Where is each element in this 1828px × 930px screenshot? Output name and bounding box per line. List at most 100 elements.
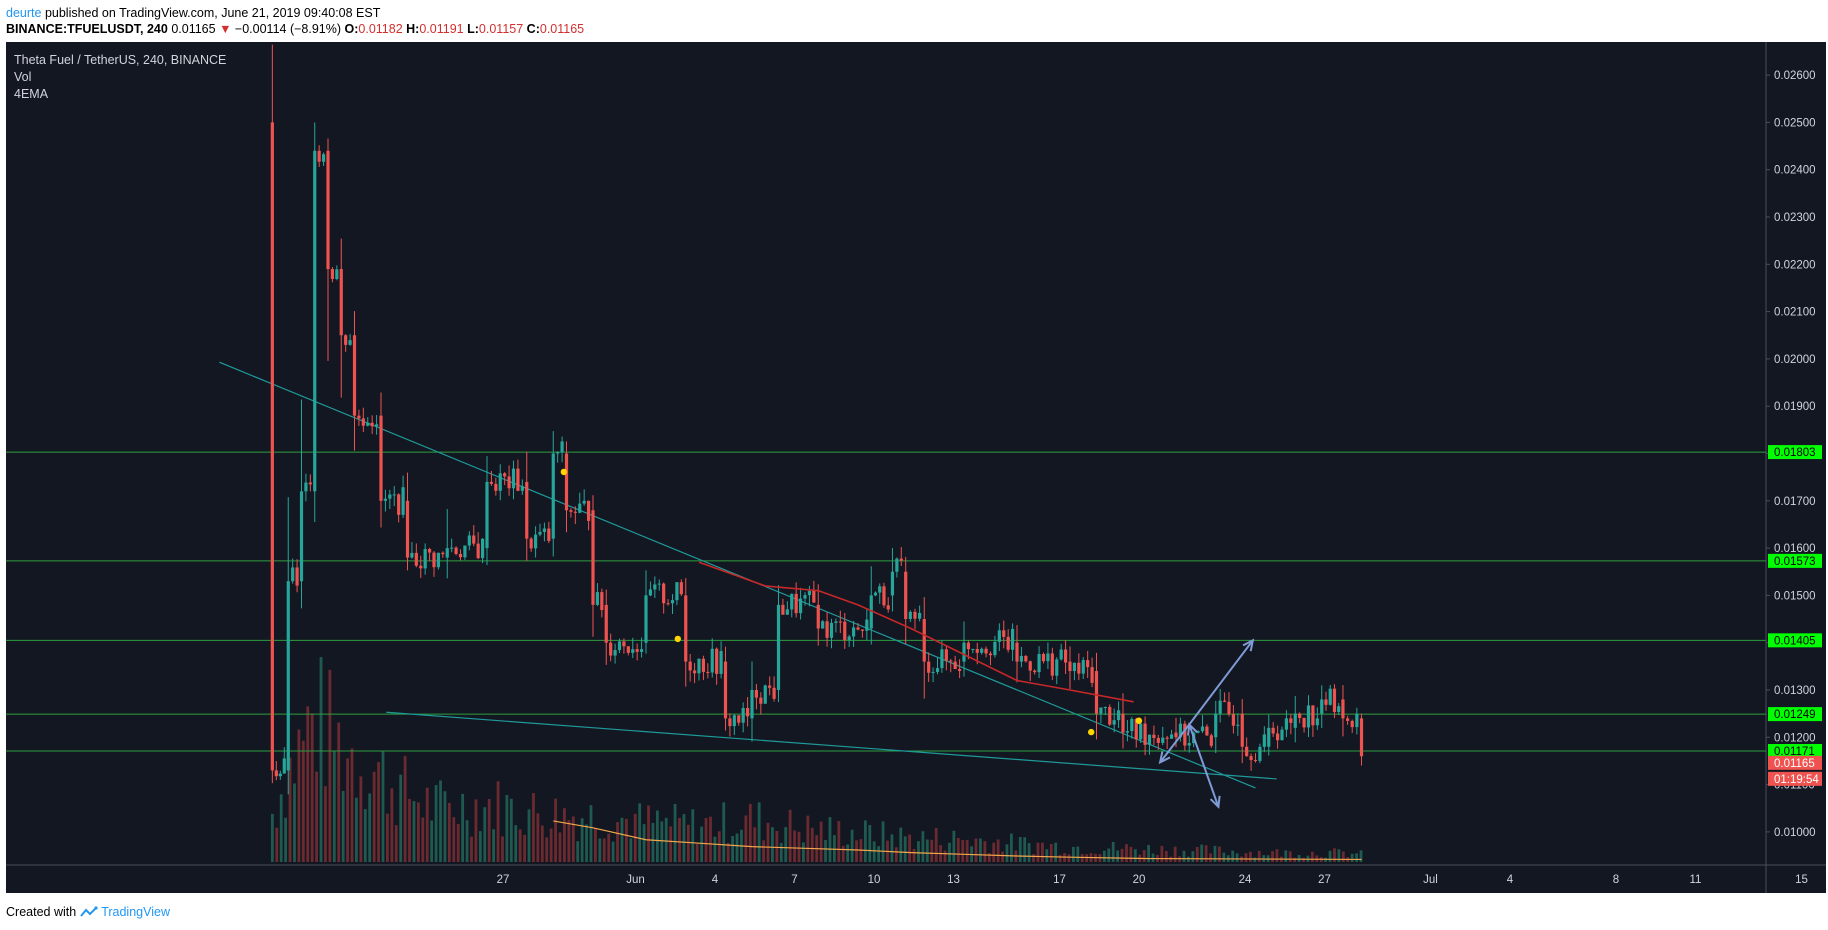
volume-bar (775, 831, 779, 862)
volume-bar (1023, 837, 1027, 862)
trendline (219, 361, 1256, 789)
volume-bar (620, 817, 624, 862)
volume-bar (1191, 851, 1195, 862)
candle-body (1063, 649, 1068, 663)
volume-bar (894, 847, 898, 862)
candle-body (1174, 732, 1178, 738)
candle-body (1112, 720, 1116, 725)
candle-body (1028, 661, 1032, 671)
volume-bar (1151, 853, 1155, 862)
candle-body (1337, 706, 1341, 712)
candle-body (635, 649, 639, 652)
candle-body (1046, 653, 1050, 662)
volume-bar (744, 815, 748, 862)
candle-body (529, 538, 533, 549)
candle-body (542, 528, 547, 532)
volume-bar (377, 762, 380, 862)
volume-bar (686, 824, 690, 862)
candle-body (962, 642, 966, 662)
volume-bar (337, 722, 341, 862)
volume-bar (505, 795, 509, 862)
candle-body (895, 558, 899, 572)
candle-body (754, 689, 759, 698)
volume-bar (974, 838, 978, 862)
y-tick-label: 0.01600 (1774, 543, 1816, 555)
volume-bar (430, 820, 434, 862)
volume-bar (695, 843, 699, 862)
candle-body (957, 669, 962, 672)
volume-bar (355, 797, 358, 862)
volume-bar (1248, 851, 1252, 862)
volume-bar (881, 821, 885, 862)
candle-body (1359, 718, 1364, 757)
volume-bar (452, 817, 456, 862)
candle-body (1284, 718, 1289, 730)
candle-body (1116, 710, 1121, 721)
candle-body (308, 482, 312, 485)
down-arrow-icon: ▼ (219, 22, 232, 36)
volume-bar (1133, 849, 1137, 862)
volume-bar (846, 844, 850, 862)
publish-text: published on TradingView.com, June 21, 2… (44, 6, 381, 20)
candle-body (737, 715, 741, 723)
volume-bar (660, 821, 664, 862)
candle-body (812, 590, 816, 603)
candle-body (1200, 726, 1205, 732)
volume-bar (394, 825, 398, 862)
volume-bar (1359, 850, 1363, 862)
volume-bar (925, 839, 929, 862)
author-link[interactable]: deurte (6, 6, 42, 20)
tradingview-link[interactable]: TradingView (80, 905, 170, 919)
level-price-tag (1768, 707, 1822, 722)
price-chart[interactable]: Theta Fuel / TetherUS, 240, BINANCE Vol 4E… (0, 42, 1828, 896)
candle-body (626, 646, 630, 653)
candle-body (1183, 723, 1187, 746)
candle-body (1222, 700, 1227, 702)
candle-body (326, 150, 330, 270)
candle-body (1187, 743, 1191, 746)
candle-body (1103, 706, 1107, 708)
volume-bar (293, 783, 296, 862)
volume-bar (1355, 853, 1358, 862)
volume-bar (416, 802, 420, 862)
candle-body (851, 627, 856, 637)
candle-body (291, 567, 295, 582)
candle-body (1139, 723, 1143, 740)
candle-body (507, 476, 511, 489)
x-tick-label: 15 (1795, 874, 1808, 886)
candle-body (1130, 719, 1134, 732)
candle-body (675, 582, 679, 601)
forecast-arrow-head (1187, 722, 1198, 736)
candle-body (993, 641, 997, 656)
volume-bar (952, 830, 956, 862)
volume-bar (288, 757, 292, 862)
candle-body (609, 642, 613, 656)
volume-bar (704, 818, 708, 862)
volume-bar (1297, 854, 1301, 862)
candle-body (732, 715, 736, 727)
volume-bar (545, 837, 549, 862)
forecast-arrow-head (1242, 638, 1255, 652)
volume-bar (810, 827, 814, 862)
volume-bar (1018, 837, 1022, 862)
level-price-tag (1768, 633, 1822, 648)
candle-body (741, 708, 745, 723)
candle-body (1345, 718, 1350, 721)
candle-body (463, 545, 467, 558)
volume-bar (1231, 850, 1235, 862)
candle-body (383, 498, 388, 501)
candle-body (423, 548, 427, 569)
candle-body (595, 592, 600, 605)
candle-body (988, 653, 993, 656)
candle-body (865, 619, 869, 631)
level-price-label: 0.01171 (1774, 746, 1815, 758)
volume-bar (748, 803, 752, 862)
candle-body (1050, 653, 1054, 676)
candle-body (1231, 714, 1236, 726)
volume-bar (638, 803, 642, 862)
volume-bar (434, 785, 438, 862)
candle-body (838, 621, 842, 623)
candle-body (1280, 729, 1284, 741)
candle-body (419, 565, 423, 569)
volume-bar (319, 657, 323, 862)
